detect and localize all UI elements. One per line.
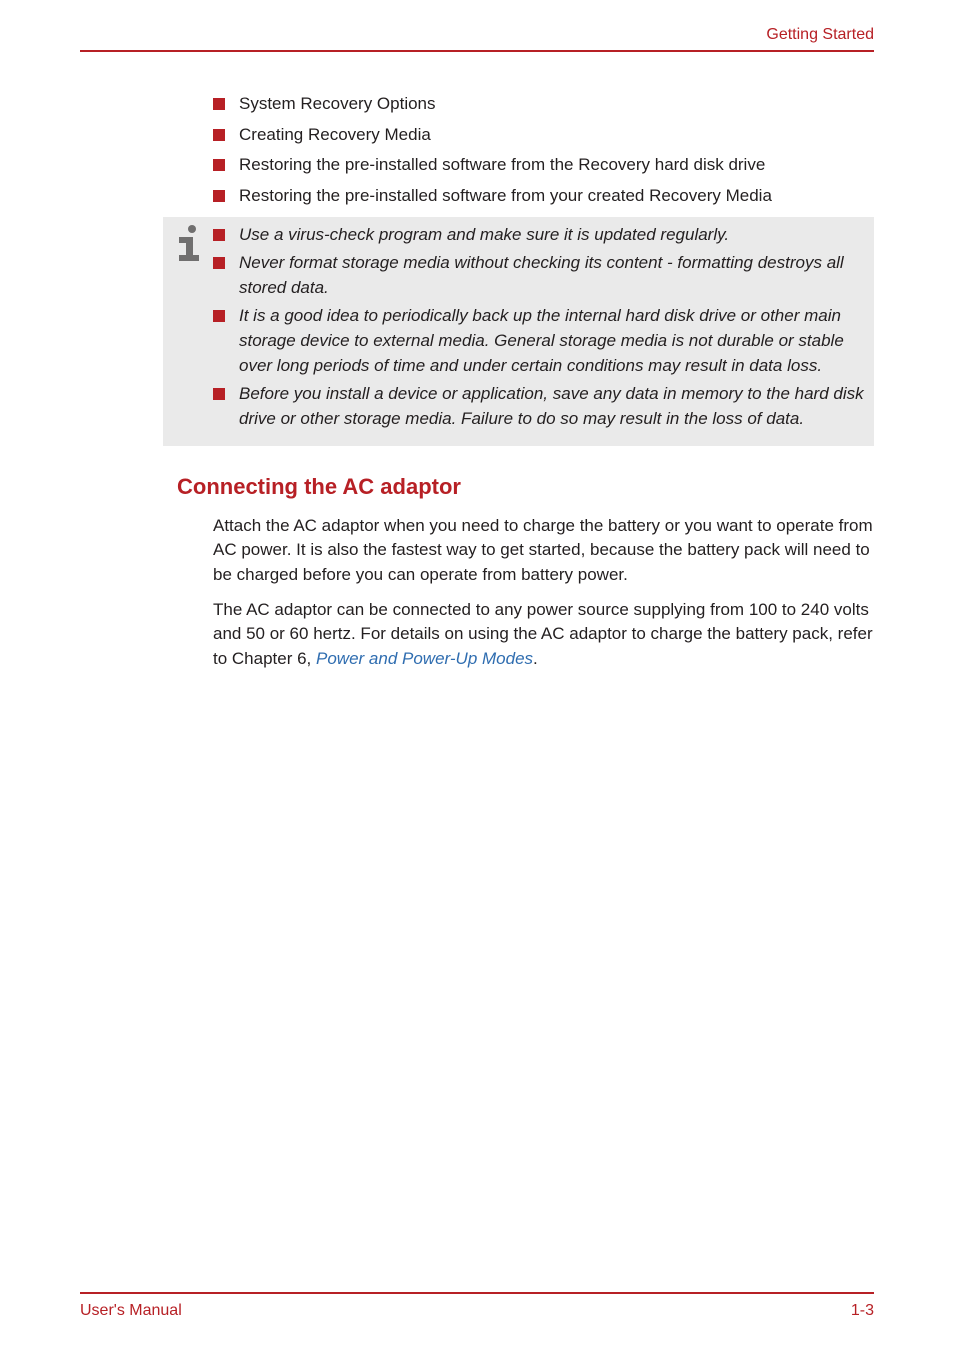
bullet-square-icon — [213, 229, 225, 241]
paragraph: Attach the AC adaptor when you need to c… — [213, 514, 874, 588]
header-rule — [80, 50, 874, 52]
footer-left: User's Manual — [80, 1302, 182, 1320]
note-box: Use a virus-check program and make sure … — [163, 217, 874, 446]
note-item: Before you install a device or applicati… — [213, 382, 864, 431]
list-item: Restoring the pre-installed software fro… — [213, 153, 874, 178]
note-item: It is a good idea to periodically back u… — [213, 304, 864, 378]
note-item-text: It is a good idea to periodically back u… — [239, 304, 864, 378]
bullet-square-icon — [213, 310, 225, 322]
note-item: Use a virus-check program and make sure … — [213, 223, 864, 248]
bullet-square-icon — [213, 257, 225, 269]
footer-right: 1-3 — [851, 1302, 874, 1320]
note-item-text: Use a virus-check program and make sure … — [239, 223, 864, 248]
bullet-square-icon — [213, 129, 225, 141]
section-heading: Connecting the AC adaptor — [177, 474, 874, 500]
section-body: Attach the AC adaptor when you need to c… — [80, 514, 874, 672]
paragraph: The AC adaptor can be connected to any p… — [213, 598, 874, 672]
list-item: Creating Recovery Media — [213, 123, 874, 148]
paragraph-text: The AC adaptor can be connected to any p… — [213, 600, 873, 668]
footer-rule — [80, 1292, 874, 1294]
note-item: Never format storage media without check… — [213, 251, 864, 300]
note-item-text: Never format storage media without check… — [239, 251, 864, 300]
header-breadcrumb: Getting Started — [80, 26, 874, 44]
topic-list: System Recovery Options Creating Recover… — [80, 92, 874, 209]
list-item-text: Restoring the pre-installed software fro… — [239, 153, 874, 178]
footer: User's Manual 1-3 — [80, 1292, 874, 1320]
bullet-square-icon — [213, 190, 225, 202]
note-item-text: Before you install a device or applicati… — [239, 382, 864, 431]
list-item: Restoring the pre-installed software fro… — [213, 184, 874, 209]
list-item-text: Creating Recovery Media — [239, 123, 874, 148]
bullet-square-icon — [213, 388, 225, 400]
info-icon — [163, 223, 213, 268]
note-list: Use a virus-check program and make sure … — [213, 223, 864, 436]
bullet-square-icon — [213, 159, 225, 171]
list-item: System Recovery Options — [213, 92, 874, 117]
list-item-text: System Recovery Options — [239, 92, 874, 117]
list-item-text: Restoring the pre-installed software fro… — [239, 184, 874, 209]
cross-ref-link[interactable]: Power and Power-Up Modes — [316, 649, 533, 668]
bullet-square-icon — [213, 98, 225, 110]
page: Getting Started System Recovery Options … — [0, 0, 954, 672]
paragraph-text: . — [533, 649, 538, 668]
